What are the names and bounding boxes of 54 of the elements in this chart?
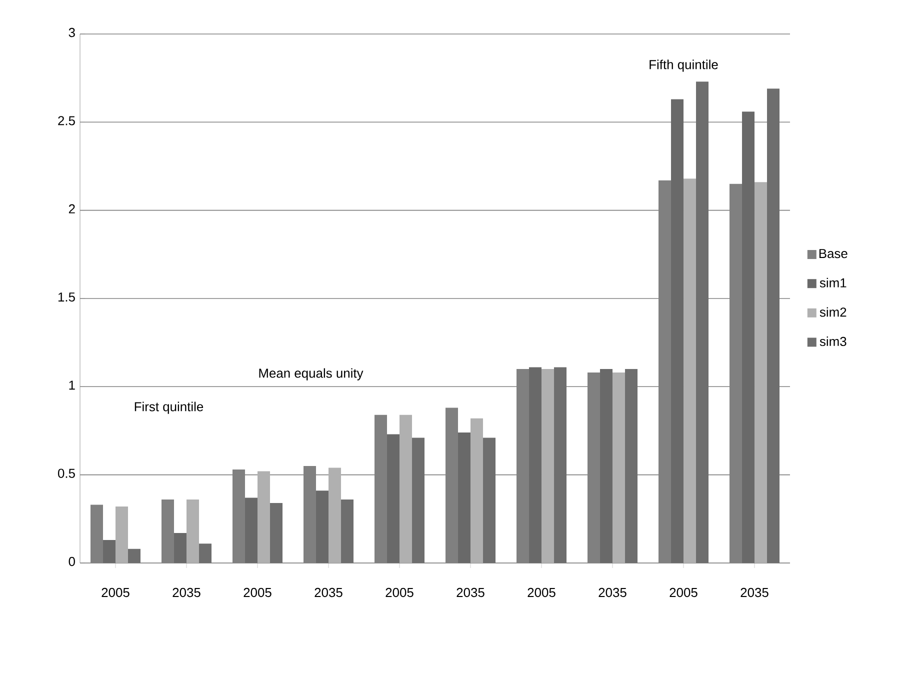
bar xyxy=(258,471,270,563)
annotation: Mean equals unity xyxy=(259,368,364,380)
bar xyxy=(341,500,354,563)
annotation: First quintile xyxy=(134,402,204,414)
bar xyxy=(199,544,212,563)
x-tick-label: 2005 xyxy=(102,588,130,598)
legend-label: Base xyxy=(819,249,848,258)
x-tick-label: 2035 xyxy=(456,588,484,598)
bar xyxy=(470,418,484,563)
bar xyxy=(174,533,187,563)
x-tick-label: 2005 xyxy=(528,588,556,598)
x-tick-label: 2035 xyxy=(172,588,200,598)
bar xyxy=(270,503,283,563)
bar xyxy=(612,372,626,563)
bar xyxy=(600,369,613,563)
x-tick-label: 2005 xyxy=(244,588,272,598)
x-tick-label: 2005 xyxy=(386,588,414,598)
bar xyxy=(458,432,471,563)
bar xyxy=(542,369,554,563)
y-tick-label: 2 xyxy=(68,204,75,214)
bar xyxy=(767,88,780,563)
y-tick-label: 1 xyxy=(69,380,75,390)
x-tick-label: 2035 xyxy=(598,588,626,598)
bar xyxy=(554,367,567,563)
bar xyxy=(529,367,542,563)
bar xyxy=(754,182,768,563)
y-tick-label: 3 xyxy=(68,28,75,38)
y-tick-label: 0 xyxy=(68,556,75,566)
x-tick-label: 2035 xyxy=(314,588,342,598)
bar xyxy=(116,506,128,563)
bar xyxy=(387,434,400,563)
bar xyxy=(483,438,496,563)
bar xyxy=(625,369,638,563)
annotation: Fifth quintile xyxy=(650,60,718,72)
legend-label: sim3 xyxy=(820,336,846,346)
legend-label: sim1 xyxy=(820,278,846,288)
bar xyxy=(412,438,425,563)
bar xyxy=(128,548,141,563)
x-tick-label: 2005 xyxy=(670,588,698,598)
x-tick-label: 2035 xyxy=(740,588,768,598)
bar xyxy=(696,82,709,563)
bar xyxy=(328,468,342,563)
bar xyxy=(316,490,329,563)
bar xyxy=(400,414,412,563)
y-tick-label: 2.5 xyxy=(58,116,75,126)
bar xyxy=(671,99,684,563)
y-tick-label: 0.5 xyxy=(58,468,75,478)
bar xyxy=(684,178,696,563)
bar xyxy=(742,112,755,563)
bar xyxy=(245,498,258,563)
y-tick-label: 1.5 xyxy=(58,292,75,302)
bar xyxy=(186,500,200,563)
bar xyxy=(103,540,116,563)
legend-label: sim2 xyxy=(820,307,846,317)
